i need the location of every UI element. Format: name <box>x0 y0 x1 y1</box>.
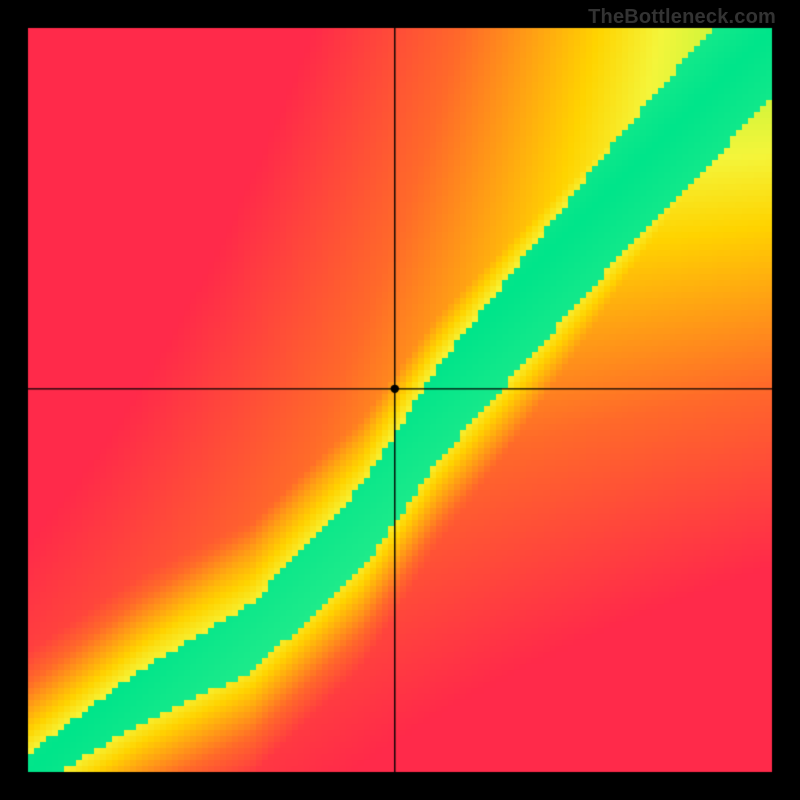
heatmap-canvas <box>0 0 800 800</box>
attribution-label: TheBottleneck.com <box>588 6 776 29</box>
chart-container: TheBottleneck.com <box>0 0 800 800</box>
